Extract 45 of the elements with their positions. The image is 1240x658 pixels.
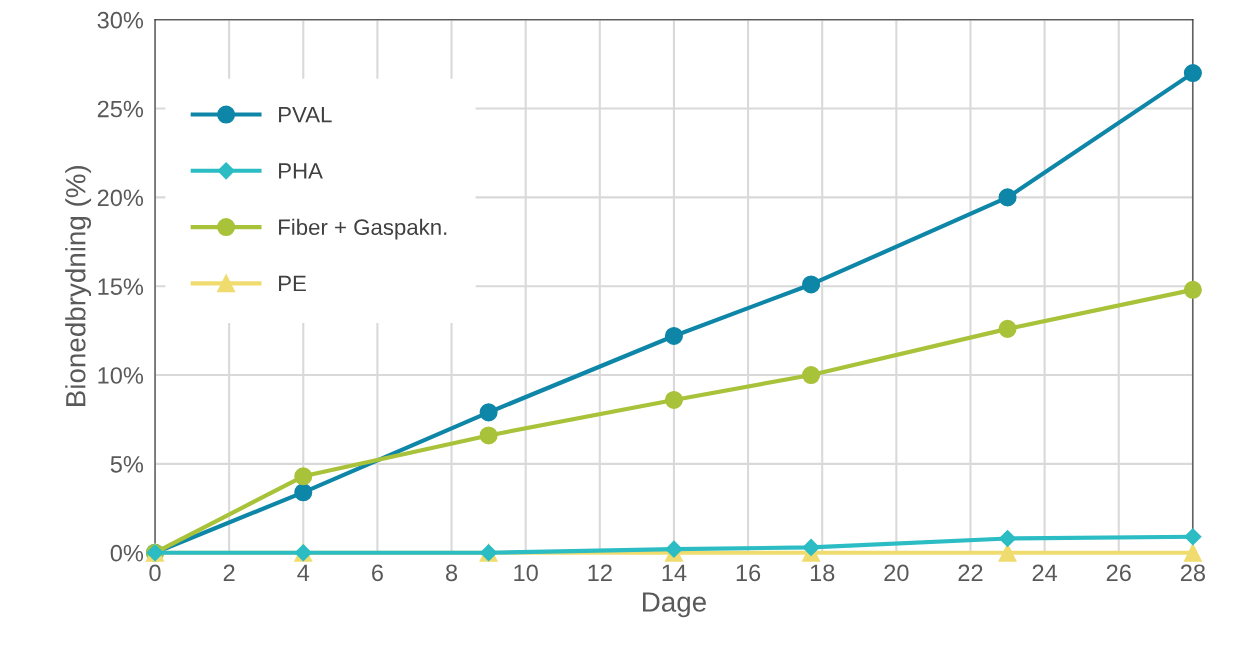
x-tick-label: 20 [884, 564, 909, 582]
x-tick-label: 28 [1180, 564, 1205, 582]
point [1183, 280, 1202, 299]
x-axis-title: Dage [643, 592, 706, 618]
x-tick-label: 2 [223, 564, 235, 581]
point [998, 188, 1017, 207]
point [802, 275, 821, 294]
legend-label: PHA [279, 163, 323, 179]
x-tick-label: 24 [1032, 564, 1058, 581]
point [479, 403, 498, 422]
point [479, 426, 498, 445]
legend-label: PE [279, 275, 306, 292]
y-tick-label: 20% [97, 189, 144, 207]
y-tick-label: 10% [98, 367, 144, 384]
y-axis-title: Bionedbrydning (%) [65, 165, 92, 406]
x-tick-label: 16 [736, 564, 761, 582]
x-tick-label: 6 [372, 564, 383, 582]
point [294, 483, 313, 502]
point [1184, 528, 1202, 546]
x-tick-label: 0 [149, 564, 161, 582]
y-tick-label: 0% [110, 544, 144, 562]
point [998, 319, 1017, 338]
point [802, 366, 821, 385]
point [1183, 543, 1202, 562]
point [664, 390, 683, 409]
point [664, 326, 683, 346]
x-tick-label: 22 [958, 564, 983, 581]
y-tick-label: 30% [97, 11, 144, 29]
y-tick-label: 15% [98, 278, 144, 296]
x-tick-label: 12 [588, 564, 612, 581]
x-tick-label: 8 [446, 564, 458, 582]
y-tick-label: 5% [110, 456, 144, 473]
x-tick-label: 26 [1106, 564, 1131, 582]
legend-label: PVAL [279, 107, 332, 123]
point [802, 538, 820, 556]
legend-label: Fiber + Gaspakn. [279, 218, 447, 240]
y-tick-label: 25% [97, 100, 144, 118]
x-tick-label: 18 [810, 564, 835, 582]
x-tick-label: 14 [662, 564, 687, 581]
point [1183, 64, 1202, 83]
x-tick-label: 4 [297, 564, 310, 581]
point [294, 467, 313, 486]
x-tick-label: 10 [514, 564, 538, 582]
point [998, 529, 1017, 548]
point [665, 540, 683, 558]
